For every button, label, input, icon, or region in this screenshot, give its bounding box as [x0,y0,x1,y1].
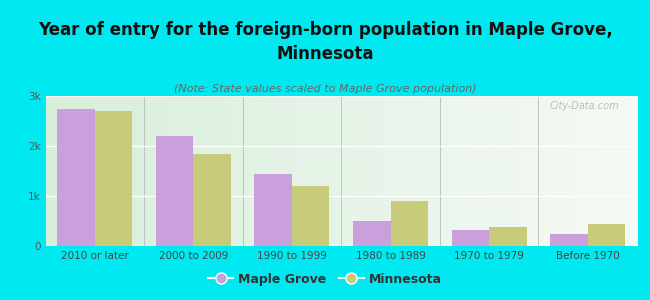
Bar [489,227,526,246]
Bar [255,173,292,246]
Bar [194,154,231,246]
Text: City-Data.com: City-Data.com [550,100,619,110]
Bar [95,111,132,246]
Legend: Maple Grove, Minnesota: Maple Grove, Minnesota [203,268,447,291]
Bar [452,230,489,246]
Text: Year of entry for the foreign-born population in Maple Grove,
Minnesota: Year of entry for the foreign-born popul… [38,21,612,63]
Text: (Note: State values scaled to Maple Grove population): (Note: State values scaled to Maple Grov… [174,84,476,94]
Bar [551,233,588,246]
Bar [57,109,95,246]
Bar [391,201,428,246]
Bar [353,221,391,246]
Bar [292,186,330,246]
Bar [588,224,625,246]
Bar [156,136,194,246]
